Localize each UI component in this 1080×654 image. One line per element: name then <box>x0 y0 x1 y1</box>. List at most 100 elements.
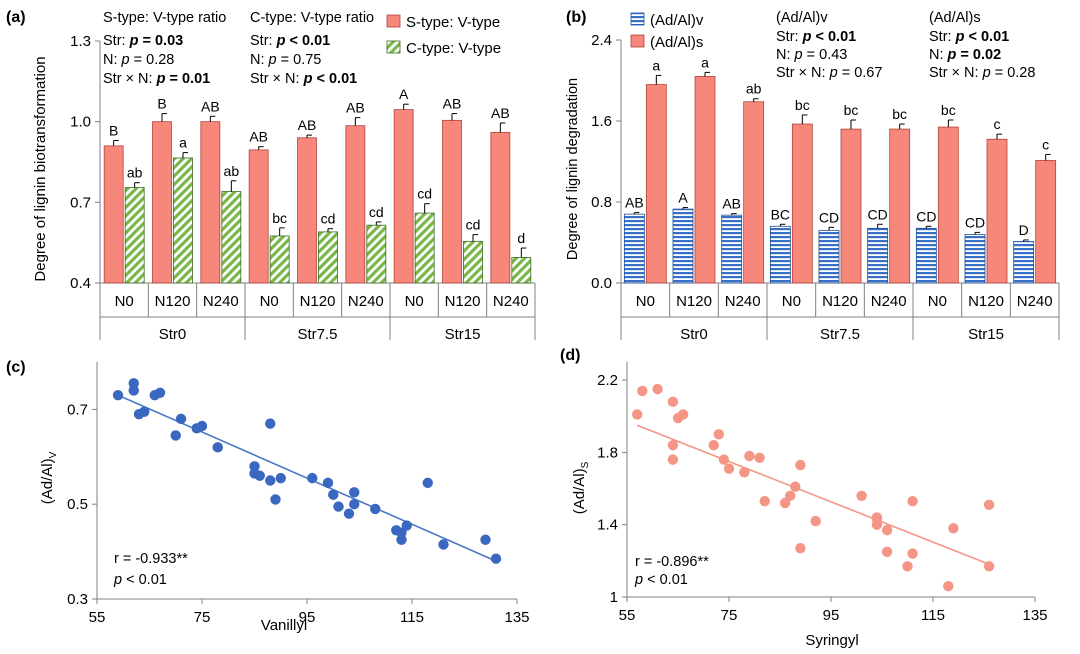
data-point <box>708 439 719 451</box>
panel-d-scatter: (d) 1 1.4 1.8 2.2 55 75 95 115 135 Syringyl (Ad/… <box>560 347 1048 649</box>
stats-title: (Ad/Al)v <box>776 10 828 26</box>
stats-str: Str: p < 0.01 <box>776 29 856 45</box>
data-point <box>677 409 689 420</box>
y-tick-label: 2.2 <box>597 372 618 389</box>
x-group-label: Str15 <box>445 326 481 343</box>
data-point <box>943 580 954 592</box>
bar-s-type <box>490 132 511 284</box>
trend-line <box>117 394 497 562</box>
y-tick-label: 0.7 <box>67 401 88 418</box>
data-point <box>637 385 648 397</box>
significance-letter: CD <box>819 209 839 225</box>
significance-letter: ab <box>127 165 143 181</box>
panel-a-stats-s: S-type: V-type ratio Str: p = 0.03 N: p … <box>103 10 226 87</box>
panel-a-bars: Bab Ba AB ab AB bc AB cd AB cd Acd AB cd AB d <box>103 86 532 284</box>
data-point <box>881 524 893 536</box>
significance-letter: AB <box>298 117 317 133</box>
bar-s-type <box>345 125 366 284</box>
x-category-label: N120 <box>300 293 336 310</box>
bar-c-type <box>173 157 193 284</box>
data-point <box>881 546 893 558</box>
data-point <box>713 429 724 440</box>
data-point <box>438 539 449 550</box>
data-point <box>254 470 265 481</box>
bar-ad-al-s <box>937 126 959 284</box>
bar-ad-al-s <box>791 123 813 284</box>
y-tick-label: 1.0 <box>70 114 91 131</box>
data-point <box>396 527 407 538</box>
data-point <box>333 501 344 512</box>
data-point <box>632 409 643 420</box>
bar-c-type <box>511 257 532 284</box>
data-point <box>652 383 663 395</box>
bar-ad-al-v <box>915 227 937 284</box>
data-point <box>128 385 139 396</box>
significance-letter: a <box>652 57 660 73</box>
bar-ad-al-s <box>694 76 716 284</box>
significance-letter: ab <box>746 81 762 97</box>
legend-swatch-v <box>630 12 645 26</box>
panel-c-p-value: p < 0.01 <box>113 572 167 588</box>
bar-s-type <box>103 145 124 284</box>
significance-letter: AB <box>625 195 644 211</box>
x-category-label: N0 <box>928 293 947 310</box>
data-point <box>718 454 730 465</box>
significance-letter: c <box>1042 136 1049 152</box>
panel-c-r-value: r = -0.933** <box>114 551 188 567</box>
bar-ad-al-v <box>672 208 694 284</box>
panel-c-label: (c) <box>6 359 26 376</box>
bar-ad-al-s <box>889 128 911 284</box>
legend-swatch-s <box>630 34 645 48</box>
panel-c-plot: 0.3 0.5 0.7 55 75 95 115 135 <box>67 362 530 626</box>
data-point <box>275 472 286 484</box>
significance-letter: AB <box>722 196 741 212</box>
significance-letter: B <box>157 96 166 112</box>
x-tick-label: 75 <box>721 607 738 624</box>
significance-letter: CD <box>965 214 985 230</box>
x-group-label: Str7.5 <box>297 326 337 343</box>
bar-s-type <box>297 137 317 284</box>
data-point <box>667 454 679 465</box>
data-point <box>265 418 276 429</box>
panel-b-bars: AB a Aa AB ab BC bc CD bc CD bc CD bc CD c Dc <box>623 54 1057 284</box>
bar-ad-al-v <box>1013 241 1035 284</box>
x-category-label: N0 <box>405 293 424 310</box>
bar-c-type <box>124 187 145 284</box>
data-point <box>139 406 150 417</box>
x-category-label: N120 <box>968 293 1004 310</box>
panel-d-plot: 1 1.4 1.8 2.2 55 75 95 115 135 <box>597 362 1048 624</box>
significance-letter: AB <box>249 129 268 145</box>
bar-ad-al-v <box>818 229 840 284</box>
legend-label-c-type: C-type: V-type <box>406 40 501 57</box>
bar-c-type <box>463 240 483 284</box>
panel-d-p-value: p < 0.01 <box>634 572 688 588</box>
panel-b-stats-s: (Ad/Al)s Str: p < 0.01 N: p = 0.02 Str ×… <box>929 10 1035 81</box>
panel-b-axes: 0.0 0.8 1.6 2.4 N0 N120 N240 N0 N120 N240 N0 N120 N2… <box>591 32 1060 343</box>
stats-n: N: p = 0.02 <box>929 47 1001 63</box>
significance-letter: cd <box>321 211 336 227</box>
data-point <box>667 396 679 407</box>
data-point <box>785 490 796 501</box>
stats-str: Str: p = 0.03 <box>103 33 183 49</box>
panel-b-bar-chart: (b) 0.0 0.8 1.6 2.4 N0 N120 N240 N0 N120 N240 N0 N1… <box>565 9 1060 343</box>
data-point <box>759 495 770 507</box>
significance-letter: bc <box>844 102 859 118</box>
bar-ad-al-s <box>840 128 862 284</box>
significance-letter: AB <box>346 100 365 116</box>
x-tick-label: 135 <box>504 609 529 626</box>
x-category-label: N0 <box>115 293 134 310</box>
significance-letter: cd <box>417 186 432 202</box>
x-category-label: N0 <box>782 293 801 310</box>
data-point <box>401 520 412 531</box>
data-point <box>795 459 806 471</box>
significance-letter: a <box>179 135 187 151</box>
x-category-label: N240 <box>203 293 239 310</box>
x-tick-label: 135 <box>1022 607 1047 624</box>
y-tick-label: 0.3 <box>67 591 88 608</box>
panel-a-label: (a) <box>6 9 26 26</box>
panel-c-scatter: (c) 0.3 0.5 0.7 55 75 95 115 135 Vanillyl (Ad/A… <box>6 359 530 634</box>
data-point <box>856 490 867 501</box>
data-point <box>490 553 502 564</box>
stats-sxn: Str × N: p = 0.01 <box>103 71 210 87</box>
